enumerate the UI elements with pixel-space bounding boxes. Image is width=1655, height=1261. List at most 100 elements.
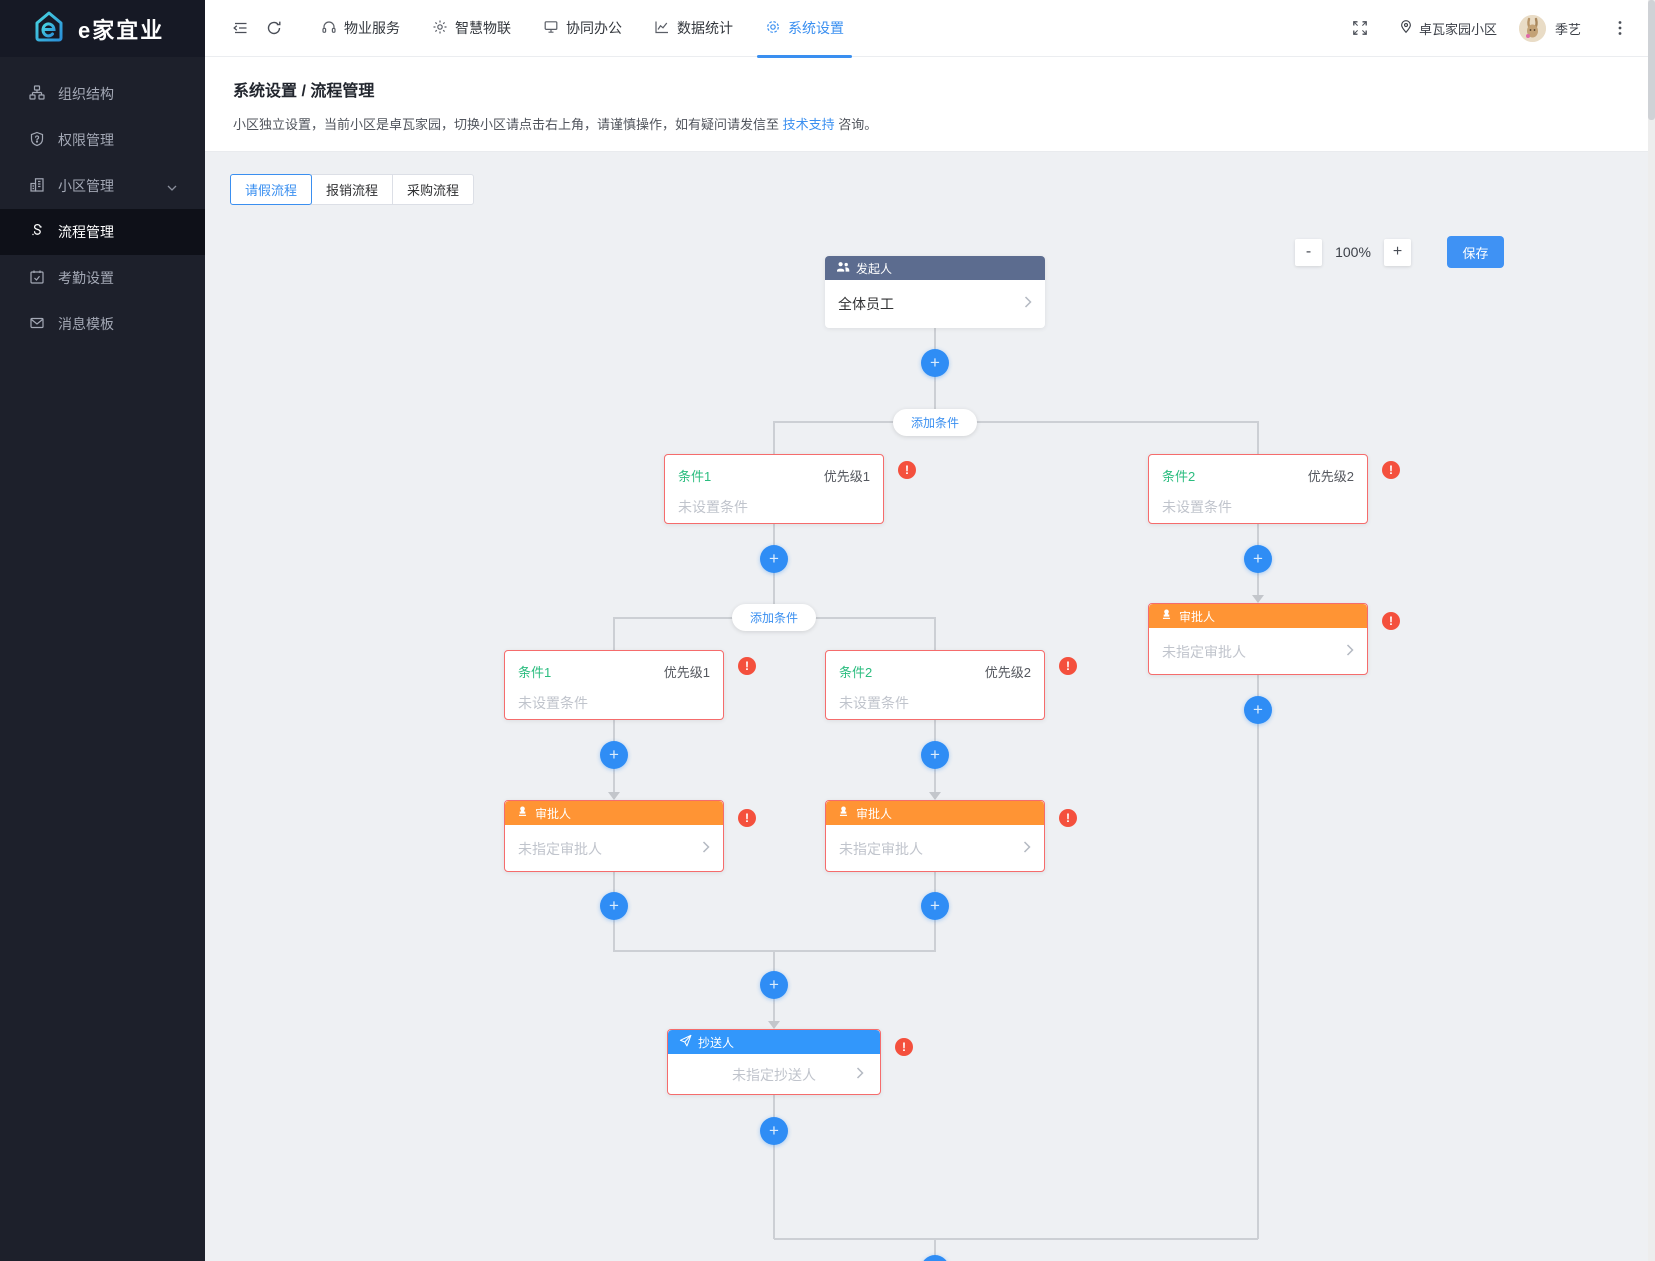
node-approver-middle[interactable]: 审批人 未指定审批人 [825, 800, 1045, 872]
add-node-button[interactable]: + [760, 1117, 788, 1145]
tab-reimburse-flow[interactable]: 报销流程 [311, 174, 394, 205]
zoom-level: 100% [1335, 244, 1371, 260]
user-name: 季艺 [1554, 21, 1581, 37]
mail-icon [29, 315, 45, 334]
top-nav-item-statistics[interactable]: 数据统计 [638, 0, 749, 57]
condition-priority: 优先级1 [663, 665, 710, 680]
top-nav-item-property-service[interactable]: 物业服务 [305, 0, 416, 57]
error-badge: ! [738, 809, 756, 827]
stamp-icon [837, 805, 850, 821]
node-cc[interactable]: 抄送人 未指定抄送人 [667, 1029, 881, 1095]
node-initiator[interactable]: 发起人 全体员工 [825, 256, 1045, 328]
collapse-sidebar-icon[interactable] [223, 11, 257, 45]
sidebar-item-community[interactable]: 小区管理 [0, 163, 205, 209]
active-tab-underline [757, 54, 852, 58]
error-badge: ! [898, 461, 916, 479]
sidebar-item-attendance[interactable]: 考勤设置 [0, 255, 205, 301]
sidebar-item-label: 小区管理 [58, 178, 114, 194]
condition-title: 条件2 [1162, 469, 1196, 484]
top-nav: 物业服务 智慧物联 协同办公 [205, 0, 1655, 58]
top-nav-item-label: 协同办公 [566, 20, 622, 36]
approver-header: 审批人 [505, 801, 723, 825]
more-vertical-icon[interactable] [1603, 11, 1637, 45]
sidebar-item-org-structure[interactable]: 组织结构 [0, 71, 205, 117]
monitor-icon [543, 19, 559, 38]
refresh-icon[interactable] [257, 11, 291, 45]
scrollbar-thumb[interactable] [1648, 0, 1655, 120]
tab-leave-flow[interactable]: 请假流程 [230, 174, 313, 205]
sidebar-item-label: 消息模板 [58, 316, 114, 332]
add-condition-button[interactable]: 添加条件 [893, 409, 977, 436]
flow-canvas: 请假流程 报销流程 采购流程 - 100% + 保存 [205, 152, 1655, 1261]
node-approver-right[interactable]: 审批人 未指定审批人 [1148, 603, 1368, 675]
chevron-down-icon [167, 178, 177, 194]
sidebar-item-message-template[interactable]: 消息模板 [0, 301, 205, 347]
sidebar-item-permission[interactable]: 权限管理 [0, 117, 205, 163]
add-node-button[interactable]: + [760, 971, 788, 999]
top-nav-item-system-settings[interactable]: 系统设置 [749, 0, 860, 58]
node-condition-2-1[interactable]: 条件1 优先级1 未设置条件 [504, 650, 724, 720]
add-node-button[interactable]: + [600, 741, 628, 769]
add-node-button[interactable]: + [921, 892, 949, 920]
node-condition-2-2[interactable]: 条件2 优先级2 未设置条件 [825, 650, 1045, 720]
building-icon [29, 177, 45, 196]
top-nav-menu: 物业服务 智慧物联 协同办公 [305, 0, 860, 58]
condition-priority: 优先级2 [1307, 469, 1354, 484]
scrollbar-track[interactable] [1648, 0, 1655, 1261]
zoom-out-button[interactable]: - [1295, 238, 1322, 266]
chevron-right-icon [1023, 840, 1031, 858]
shield-question-icon [29, 131, 45, 150]
top-nav-item-label: 物业服务 [344, 20, 400, 36]
node-title: 审批人 [535, 806, 572, 821]
tech-support-link[interactable]: 技术支持 [782, 117, 835, 132]
add-node-button[interactable]: + [921, 1255, 949, 1261]
node-approver-left[interactable]: 审批人 未指定审批人 [504, 800, 724, 872]
app-logo: e家宜业 [0, 0, 205, 57]
condition-placeholder: 未设置条件 [678, 499, 748, 515]
sidebar-item-flow-management[interactable]: 流程管理 [0, 209, 205, 255]
community-name: 卓瓦家园小区 [1418, 21, 1497, 37]
node-condition-2[interactable]: 条件2 优先级2 未设置条件 [1148, 454, 1368, 524]
community-switcher[interactable]: 卓瓦家园小区 [1399, 19, 1497, 38]
chevron-right-icon [702, 840, 710, 858]
headset-icon [321, 19, 337, 38]
flow-icon [29, 223, 45, 242]
node-title: 发起人 [856, 261, 893, 276]
user-menu[interactable]: 季艺 [1518, 14, 1581, 42]
logo-house-icon [30, 7, 68, 50]
save-button[interactable]: 保存 [1447, 236, 1504, 268]
approver-header: 审批人 [826, 801, 1044, 825]
subtitle-text: 小区独立设置，当前小区是卓瓦家园，切换小区请点击右上角，请谨慎操作，如有疑问请发… [233, 117, 783, 132]
approver-header: 审批人 [1149, 604, 1367, 628]
top-nav-item-smart-iot[interactable]: 智慧物联 [416, 0, 527, 57]
top-nav-right: 卓瓦家园小区 季艺 [1343, 11, 1637, 45]
top-nav-item-label: 数据统计 [677, 20, 733, 36]
add-node-button[interactable]: + [921, 349, 949, 377]
fullscreen-icon[interactable] [1343, 11, 1377, 45]
org-structure-icon [29, 84, 45, 104]
sidebar-item-label: 考勤设置 [58, 270, 114, 286]
iot-icon [432, 19, 448, 38]
add-node-button[interactable]: + [921, 741, 949, 769]
zoom-in-button[interactable]: + [1384, 238, 1411, 266]
node-condition-1[interactable]: 条件1 优先级1 未设置条件 [664, 454, 884, 524]
chevron-right-icon [1024, 295, 1032, 313]
approver-placeholder: 未指定审批人 [1162, 644, 1246, 660]
chevron-right-icon [1346, 643, 1354, 661]
top-nav-item-collab-office[interactable]: 协同办公 [527, 0, 638, 57]
subtitle-text-tail: 咨询。 [834, 117, 878, 132]
error-badge: ! [1059, 657, 1077, 675]
add-node-button[interactable]: + [760, 545, 788, 573]
logo-text: e家宜业 [78, 17, 165, 43]
page-header: 系统设置 / 流程管理 小区独立设置，当前小区是卓瓦家园，切换小区请点击右上角，… [205, 57, 1655, 152]
add-node-button[interactable]: + [1244, 545, 1272, 573]
add-node-button[interactable]: + [1244, 696, 1272, 724]
add-node-button[interactable]: + [600, 892, 628, 920]
paper-plane-icon [679, 1034, 692, 1050]
sidebar-nav: 组织结构 权限管理 小区管理 [0, 71, 205, 347]
tab-purchase-flow[interactable]: 采购流程 [392, 174, 475, 205]
condition-title: 条件1 [678, 469, 712, 484]
chart-icon [654, 19, 670, 38]
add-condition-button[interactable]: 添加条件 [732, 604, 816, 631]
